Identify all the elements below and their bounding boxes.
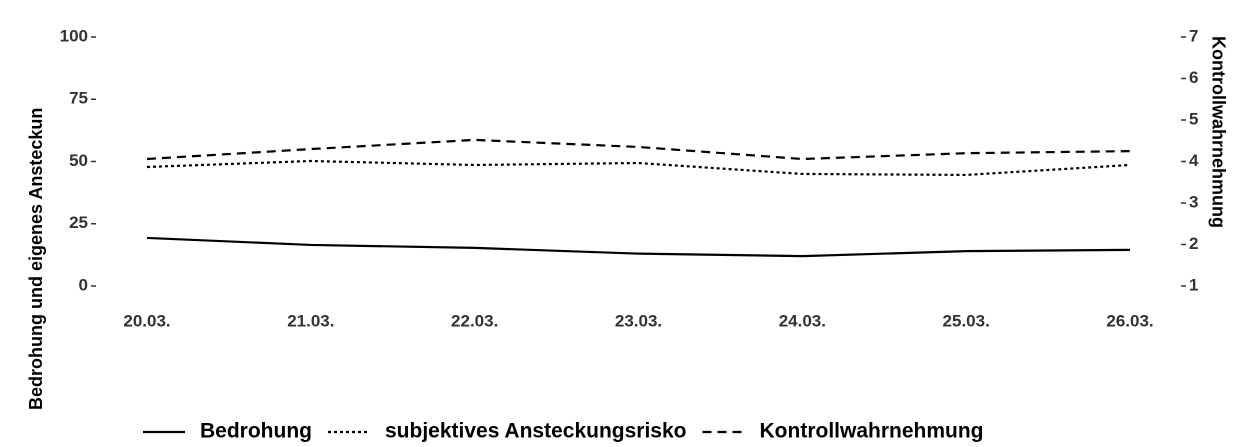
y2-tick-label: 1 (1189, 275, 1198, 294)
legend-label: Kontrollwahrnehmung (760, 420, 984, 443)
x-tick-label: 26.03. (1106, 311, 1153, 330)
legend-label: Bedrohung (200, 420, 312, 443)
y-tick-label: 25 (69, 213, 88, 232)
y-tick-label: 100 (60, 26, 88, 45)
line-series (146, 159, 1131, 177)
x-tick-label: 20.03. (123, 311, 170, 330)
y2-tick-label: 3 (1189, 192, 1198, 211)
y-tick-label: 75 (69, 89, 88, 108)
y2-tick-label: 7 (1189, 26, 1198, 45)
x-tick-label: 25.03. (943, 311, 990, 330)
y2-tick-label: 2 (1189, 234, 1198, 253)
x-tick-label: 22.03. (451, 311, 498, 330)
y2-tick-label: 5 (1189, 109, 1198, 128)
line-series (146, 236, 1131, 258)
y2-tick-label: 4 (1189, 151, 1199, 170)
line-series (146, 138, 1131, 161)
y2-tick-label: 6 (1189, 68, 1198, 87)
legend-label: subjektives Ansteckungsrisko (385, 420, 687, 443)
x-tick-label: 23.03. (615, 311, 662, 330)
y-tick-label: 50 (69, 151, 88, 170)
y-axis-title: Bedrohung und eigenes Ansteckun (26, 108, 46, 410)
x-tick-label: 21.03. (287, 311, 334, 330)
y2-axis-title: Kontrollwahrnehmung (1208, 36, 1228, 228)
x-tick-label: 24.03. (779, 311, 826, 330)
y-tick-label: 0 (79, 275, 88, 294)
